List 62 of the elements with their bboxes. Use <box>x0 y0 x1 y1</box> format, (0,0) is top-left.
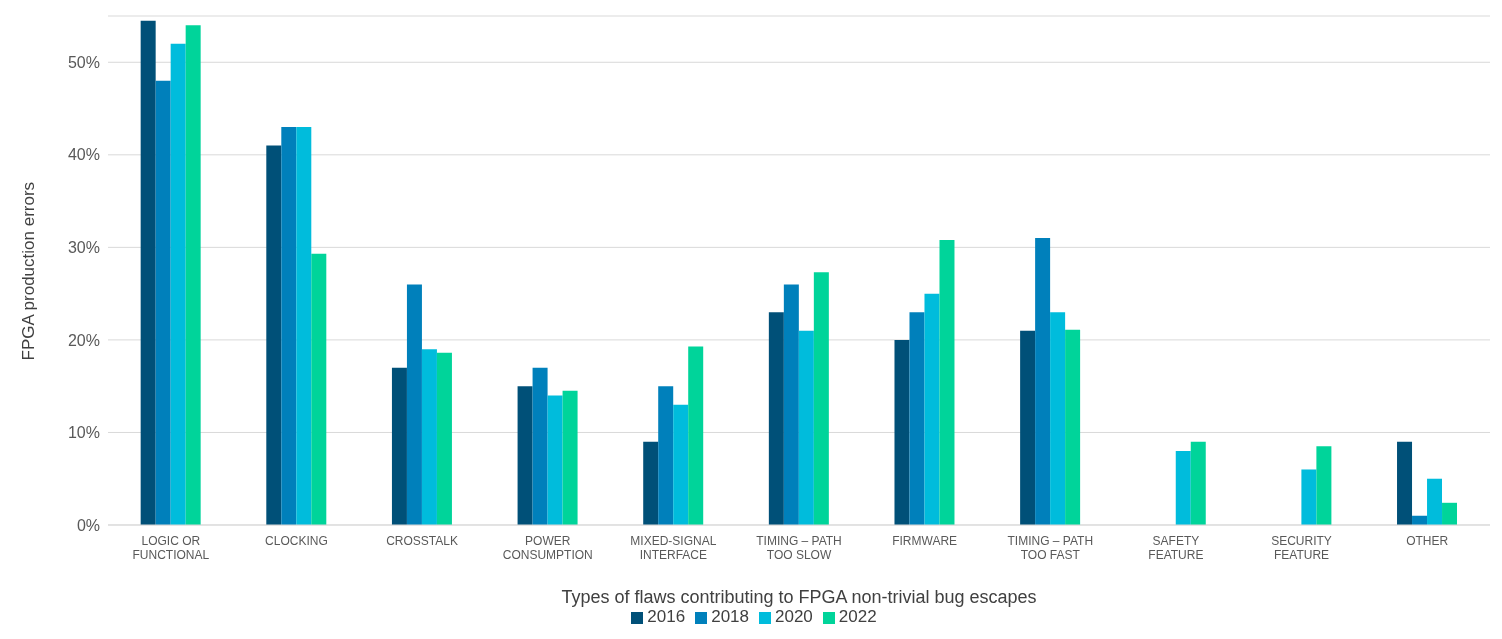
bar <box>673 404 689 525</box>
bar <box>924 293 940 525</box>
x-tick-label: CLOCKING <box>265 534 328 548</box>
bar <box>658 386 674 525</box>
x-axis-title: Types of flaws contributing to FPGA non-trivial bug escapes <box>561 587 1037 607</box>
bar <box>170 43 186 525</box>
x-tick-label: FIRMWARE <box>892 534 958 548</box>
legend-label: 2022 <box>838 607 877 626</box>
y-tick-label: 50% <box>67 53 100 71</box>
bar <box>1442 502 1458 525</box>
bar <box>1301 469 1317 525</box>
bar <box>1397 441 1413 525</box>
bar <box>406 284 422 525</box>
y-tick-label: 30% <box>67 239 100 257</box>
x-tick-label: MIXED-SIGNAL INTERFACE <box>630 534 717 562</box>
bar <box>532 367 548 525</box>
bar <box>421 349 437 525</box>
bar <box>185 25 201 525</box>
bar <box>1316 446 1332 525</box>
x-tick-label: TIMING – PATH TOO FAST <box>1007 534 1094 562</box>
x-tick-label: POWER CONSUMPTION <box>502 534 593 562</box>
bar <box>547 395 563 525</box>
bar <box>391 367 407 525</box>
bar <box>894 339 910 525</box>
bar <box>688 346 704 525</box>
y-tick-label: 40% <box>67 146 100 164</box>
bar <box>311 253 327 525</box>
bar <box>281 127 297 525</box>
legend-label: 2018 <box>711 607 749 626</box>
bar <box>798 330 814 525</box>
bar <box>1020 330 1036 525</box>
bar <box>783 284 799 525</box>
y-axis-title: FPGA production errors <box>19 181 39 361</box>
bar <box>909 312 925 525</box>
x-tick-label: SECURITY FEATURE <box>1271 534 1332 562</box>
y-tick-label: 20% <box>67 331 100 349</box>
bar <box>643 441 659 525</box>
bar <box>155 80 171 525</box>
x-tick-label: CROSSTALK <box>386 534 458 548</box>
bar <box>436 352 452 525</box>
bar <box>1065 329 1081 525</box>
bar <box>768 312 784 525</box>
legend-label: 2016 <box>647 607 686 626</box>
legend-label: 2020 <box>775 607 813 626</box>
bar <box>1050 312 1066 525</box>
bar <box>1035 238 1051 525</box>
y-tick-label: 10% <box>67 424 100 442</box>
bar <box>562 390 578 525</box>
bar <box>1190 441 1206 525</box>
x-tick-label: OTHER <box>1406 534 1449 548</box>
bar <box>517 386 533 525</box>
y-tick-label: 0% <box>76 516 100 534</box>
bar <box>266 145 282 525</box>
bar <box>296 127 312 525</box>
x-tick-label: TIMING – PATH TOO SLOW <box>756 534 842 562</box>
x-tick-label: LOGIC OR FUNCTIONAL <box>132 534 210 562</box>
x-tick-label: SAFETY FEATURE <box>1148 534 1204 562</box>
bar <box>1175 450 1191 525</box>
bar <box>813 272 829 525</box>
bar <box>140 20 156 525</box>
bar <box>1427 478 1443 525</box>
bar <box>939 239 955 525</box>
